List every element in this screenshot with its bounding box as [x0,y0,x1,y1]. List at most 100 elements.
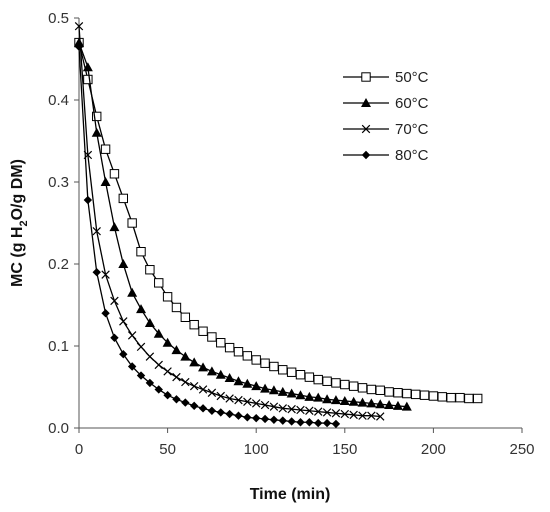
y-axis-title-part-2: O/g DM) [9,159,26,220]
data-point [339,395,350,405]
data-point [243,413,252,422]
data-point [252,413,261,423]
data-point [287,417,296,426]
data-point [357,383,368,393]
data-point [314,418,323,428]
data-point [225,394,234,403]
y-tick-label: 0.5 [48,10,69,27]
legend-entry: 80°C [343,147,429,164]
data-point [100,144,111,154]
data-point [464,393,474,404]
y-axis-title: MC (g H2O/g DM) [9,159,30,287]
data-point [375,399,386,409]
y-tick-label: 0.0 [48,420,69,437]
data-point [322,408,332,417]
data-point [109,222,120,232]
data-point [375,385,385,395]
data-point [305,406,314,416]
data-point [163,367,172,376]
data-point [304,391,315,401]
data-point [145,352,155,361]
data-point [92,268,101,277]
data-point [260,414,270,424]
data-point [154,385,163,394]
x-tick-label: 100 [244,441,269,458]
data-point [286,388,297,398]
data-point [225,409,234,419]
data-point [473,393,483,404]
data-point [234,395,243,405]
data-point [162,292,173,302]
y-axis-title-part-1: MC (g H [9,227,26,287]
data-point [367,411,376,420]
data-point [127,218,137,228]
data-point [207,388,217,397]
legend: 50°C 60°C 70°C 80°C [343,69,429,164]
data-point [136,342,146,352]
series-line [78,26,381,418]
x-tick-label: 150 [332,441,357,458]
data-point [260,400,270,410]
data-point [251,399,261,408]
data-point [172,395,181,404]
data-point [206,366,217,376]
y-tick-label: 0.2 [48,256,69,273]
legend-label: 60°C [395,95,429,112]
y-axis-title-subscript: 2 [18,220,30,226]
data-point [172,372,181,382]
data-point [83,74,93,85]
data-point [278,404,288,413]
data-point [74,21,84,31]
x-tick-label: 50 [159,441,176,458]
data-point [136,247,146,257]
data-point [162,337,173,347]
data-point [189,357,200,367]
data-point [198,326,208,336]
data-point [251,381,262,391]
data-point [144,318,155,328]
series-line [78,46,336,425]
data-point [330,395,341,405]
data-point [181,377,190,387]
y-tick-label: 0.3 [48,174,69,191]
data-point [171,345,182,355]
series-1 [74,37,483,404]
data-point [304,372,315,382]
data-point [286,367,297,377]
data-point [348,396,359,406]
data-point [180,312,191,323]
data-point [119,317,128,326]
data-point [269,415,279,424]
data-point [136,371,146,380]
data-point [331,378,341,388]
data-point [384,387,394,397]
data-point [119,350,128,359]
data-point [100,177,111,186]
legend-marker [361,124,371,134]
data-point [305,418,314,427]
data-point [455,392,465,403]
data-point [127,331,137,340]
legend-marker [361,98,371,107]
data-point [260,383,271,393]
data-point [349,410,358,420]
data-point [74,42,84,51]
data-point [287,404,296,414]
data-point [269,361,279,372]
data-point [91,127,102,137]
data-point [198,385,208,394]
data-point [118,259,129,268]
data-point [216,391,225,401]
series-4 [74,42,341,429]
data-point [127,362,137,371]
data-point [189,401,199,411]
legend-label: 80°C [395,147,429,164]
data-point [215,369,226,379]
data-point [358,411,367,420]
legend-label: 70°C [395,121,429,138]
data-point [401,401,412,411]
legend-entry: 70°C [343,121,429,138]
legend-entry: 60°C [343,95,429,112]
data-point [446,392,456,403]
